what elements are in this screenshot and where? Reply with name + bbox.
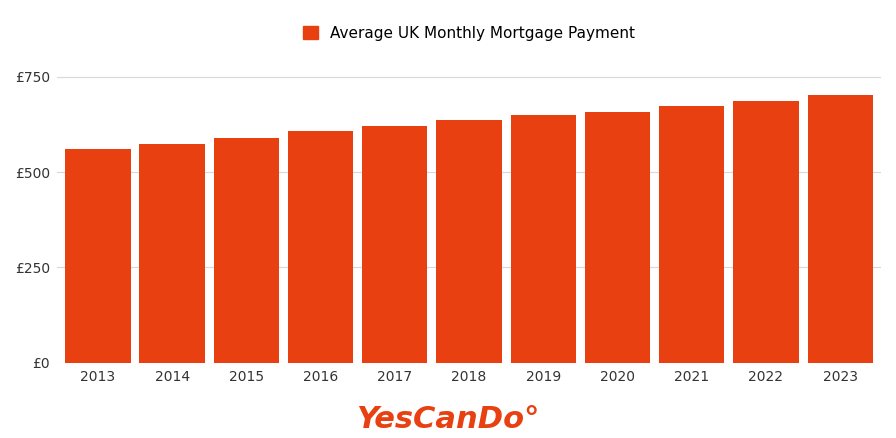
Bar (288, 131, 353, 363)
Bar (659, 106, 724, 363)
Legend: Average UK Monthly Mortgage Payment: Average UK Monthly Mortgage Payment (297, 20, 642, 47)
Bar (65, 149, 131, 363)
Bar (436, 120, 502, 363)
Bar (733, 101, 798, 363)
Bar (213, 138, 279, 363)
Bar (140, 144, 205, 363)
Bar (585, 112, 650, 363)
Bar (511, 116, 576, 363)
Bar (362, 126, 427, 363)
Text: YesCanDo°: YesCanDo° (357, 405, 539, 434)
Bar (807, 95, 873, 363)
